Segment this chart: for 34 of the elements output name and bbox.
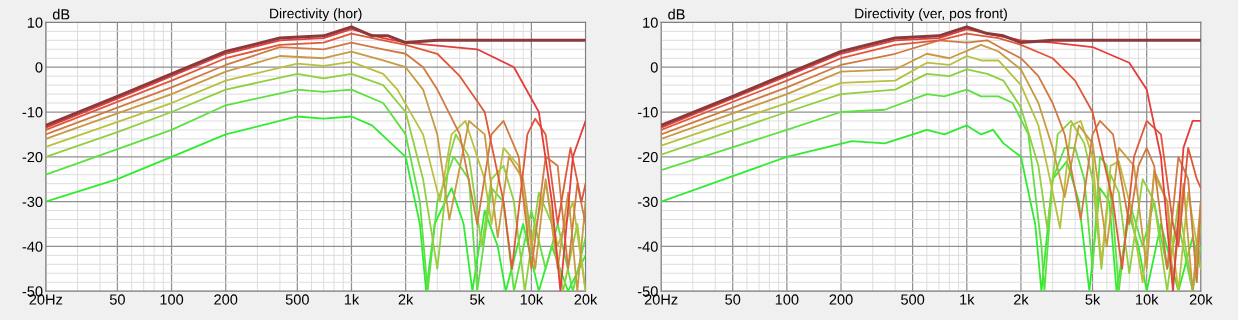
y-tick-label: -10 bbox=[637, 107, 658, 118]
y-axis-title: dB bbox=[668, 8, 685, 20]
x-tick-label: 1k bbox=[960, 293, 975, 305]
x-tick-label: 5k bbox=[1085, 293, 1101, 305]
y-tick-label: 0 bbox=[650, 62, 658, 73]
x-tick-label: 500 bbox=[901, 294, 925, 305]
y-axis-title: dB bbox=[52, 8, 70, 20]
x-tick-label: 1k bbox=[344, 293, 360, 305]
y-tick-label: -20 bbox=[637, 151, 658, 163]
y-tick-label: -10 bbox=[22, 107, 43, 118]
y-tick-label: 10 bbox=[27, 17, 43, 28]
x-tick-label: 100 bbox=[775, 294, 799, 305]
x-tick-label: 20k bbox=[1189, 293, 1213, 305]
y-tick-label: -30 bbox=[22, 196, 43, 208]
x-tick-label: 100 bbox=[160, 294, 184, 305]
y-tick-label: -30 bbox=[637, 196, 658, 208]
y-tick-label: -20 bbox=[22, 151, 43, 163]
x-tick-label: 500 bbox=[285, 294, 309, 305]
x-tick-label: 50 bbox=[109, 294, 125, 305]
x-tick-label: 2k bbox=[398, 293, 414, 305]
y-tick-label: 10 bbox=[643, 17, 658, 28]
x-tick-label: 50 bbox=[725, 294, 741, 305]
y-tick-label: 0 bbox=[35, 62, 43, 73]
chart-title: Directivity (hor) bbox=[270, 8, 362, 22]
x-tick-label: 200 bbox=[214, 294, 238, 305]
x-tick-label: 10k bbox=[1136, 293, 1159, 305]
x-tick-label: 200 bbox=[829, 294, 853, 305]
x-tick-label: 20k bbox=[574, 293, 598, 305]
y-tick-label: -40 bbox=[22, 241, 43, 252]
x-tick-label: 5k bbox=[470, 293, 485, 305]
chart-title: Directivity (ver, pos front) bbox=[855, 8, 1007, 22]
y-tick-label: -40 bbox=[637, 241, 658, 252]
x-tick-label: 2k bbox=[1013, 293, 1029, 305]
x-tick-label: 10k bbox=[520, 293, 544, 305]
